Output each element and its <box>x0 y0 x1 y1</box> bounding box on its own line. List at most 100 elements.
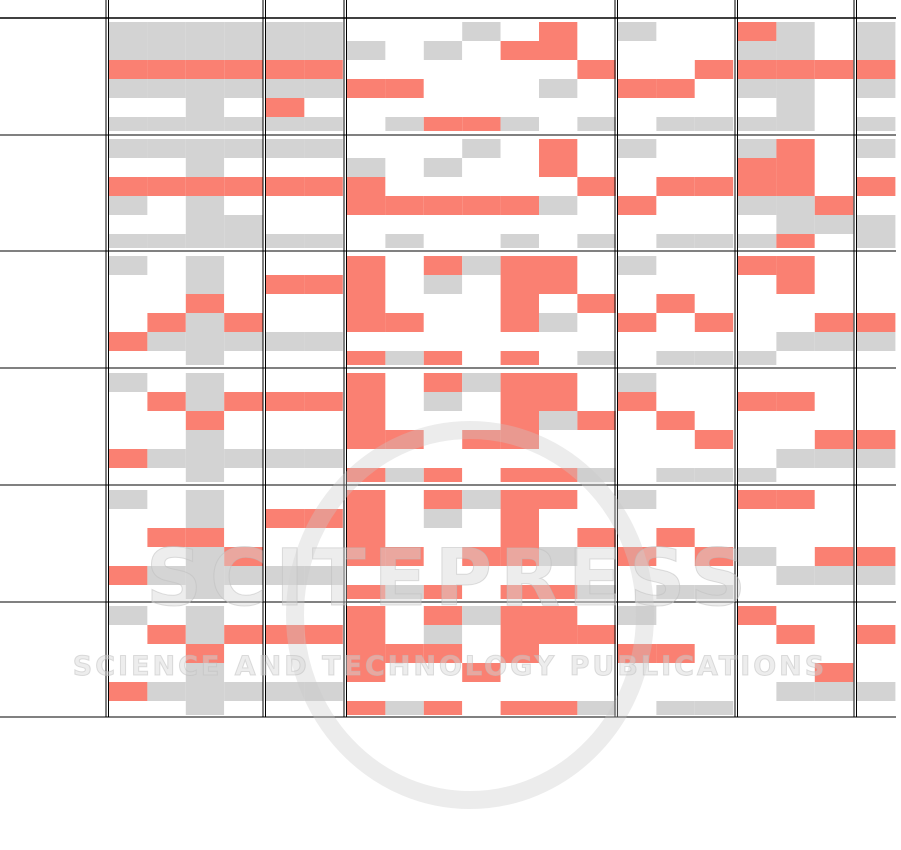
cell <box>500 490 539 509</box>
cell <box>147 373 186 392</box>
cell <box>857 41 896 60</box>
cell <box>656 468 695 482</box>
cell <box>500 275 539 294</box>
cell <box>347 313 386 332</box>
cell <box>304 294 343 313</box>
cell <box>423 98 463 117</box>
cell <box>776 644 815 663</box>
cell <box>347 234 386 248</box>
cell <box>109 196 148 215</box>
cell <box>147 196 186 215</box>
cell <box>109 117 148 131</box>
cell <box>147 98 186 117</box>
cell <box>814 663 854 682</box>
cell <box>656 701 695 715</box>
cell <box>776 547 815 566</box>
cell <box>347 332 386 351</box>
cell <box>814 701 854 715</box>
cell <box>656 644 695 663</box>
cell <box>304 98 343 117</box>
cell <box>109 351 148 365</box>
cell <box>539 256 578 275</box>
cell <box>618 644 657 663</box>
cell <box>109 547 148 566</box>
cell <box>738 196 777 215</box>
cell <box>347 79 386 98</box>
cell <box>266 547 305 566</box>
cell <box>857 313 896 332</box>
cell <box>185 585 225 599</box>
cell <box>539 196 578 215</box>
cell <box>577 98 616 117</box>
cell <box>385 98 424 117</box>
rules <box>0 0 896 718</box>
cell <box>577 256 616 275</box>
cell <box>423 701 463 715</box>
watermark-title: SCITEPRESS <box>146 534 754 624</box>
cell <box>423 275 463 294</box>
cell <box>347 177 386 196</box>
cell <box>266 60 305 79</box>
cell <box>266 682 305 701</box>
cell <box>814 60 854 79</box>
cell <box>656 663 695 682</box>
cell <box>304 313 343 332</box>
cell <box>814 351 854 365</box>
cell <box>385 528 424 547</box>
cell <box>347 22 386 41</box>
cell <box>618 430 657 449</box>
cell <box>776 351 815 365</box>
cell <box>814 256 854 275</box>
cell <box>462 509 501 528</box>
cell <box>814 547 854 566</box>
cell <box>694 392 734 411</box>
cell <box>385 79 424 98</box>
cell <box>347 158 386 177</box>
cell <box>500 468 539 482</box>
cell <box>577 449 616 468</box>
cell <box>694 98 734 117</box>
cell <box>857 275 896 294</box>
cell <box>776 392 815 411</box>
cell <box>347 392 386 411</box>
cell <box>423 313 463 332</box>
cell <box>539 528 578 547</box>
cell <box>618 294 657 313</box>
cell <box>776 566 815 585</box>
cell <box>462 490 501 509</box>
cell <box>500 411 539 430</box>
cell <box>776 332 815 351</box>
cell <box>109 294 148 313</box>
cell <box>539 139 578 158</box>
cell <box>500 139 539 158</box>
cell <box>577 528 616 547</box>
cell <box>385 644 424 663</box>
cell <box>266 606 305 625</box>
cell <box>185 196 225 215</box>
cell <box>109 392 148 411</box>
cell <box>266 275 305 294</box>
cell <box>694 158 734 177</box>
cell <box>304 234 343 248</box>
cell <box>109 139 148 158</box>
cell <box>656 234 695 248</box>
cell <box>266 98 305 117</box>
cell <box>500 294 539 313</box>
cell <box>185 392 225 411</box>
cell <box>347 566 386 585</box>
cell <box>109 98 148 117</box>
cell <box>385 351 424 365</box>
cell <box>814 468 854 482</box>
cell <box>462 234 501 248</box>
cell <box>147 351 186 365</box>
cell <box>347 98 386 117</box>
cell <box>147 644 186 663</box>
cell <box>618 41 657 60</box>
cell <box>814 566 854 585</box>
cell <box>857 98 896 117</box>
cell <box>618 158 657 177</box>
cell <box>618 351 657 365</box>
cell <box>738 313 777 332</box>
cell <box>423 22 463 41</box>
cell <box>185 177 225 196</box>
